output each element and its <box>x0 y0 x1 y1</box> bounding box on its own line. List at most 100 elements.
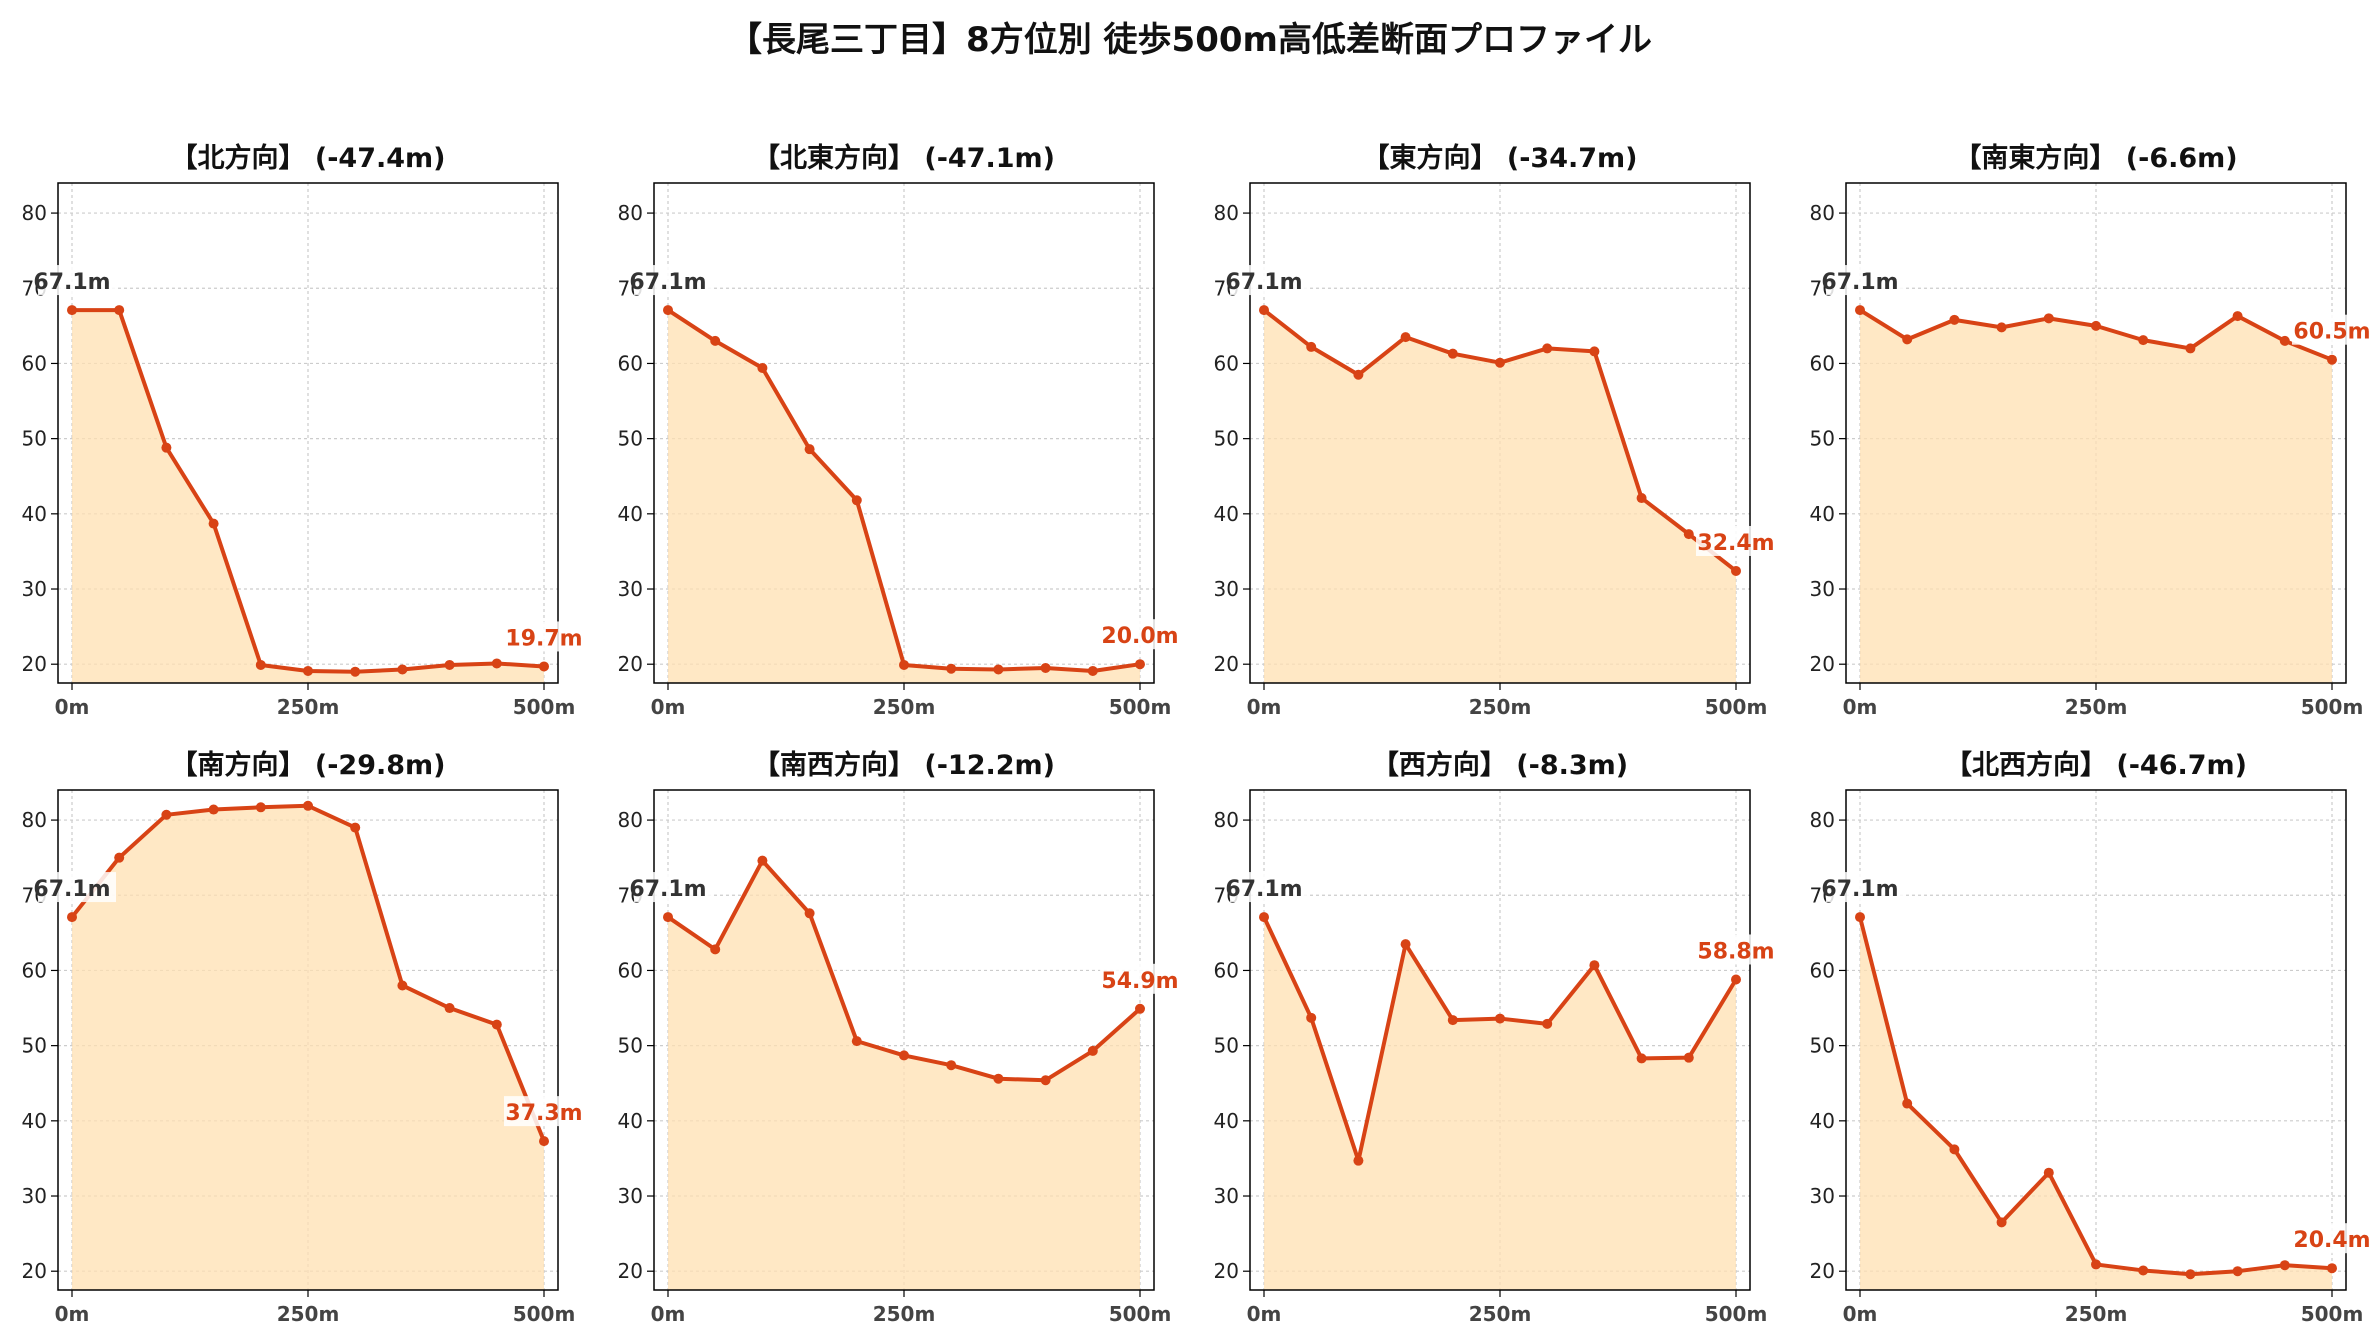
area-fill <box>72 310 544 683</box>
y-tick-label: 50 <box>618 427 643 451</box>
y-tick-label: 20 <box>22 652 47 676</box>
x-tick-label: 250m <box>277 1302 340 1326</box>
start-elevation-label: 67.1m <box>1821 877 1898 902</box>
data-point <box>710 335 721 346</box>
data-point <box>1306 341 1317 352</box>
axes-frame <box>653 789 1155 1291</box>
data-point <box>710 944 721 955</box>
y-tick-label: 40 <box>1214 502 1239 526</box>
data-point <box>1087 1045 1098 1056</box>
end-label-bg <box>504 621 584 652</box>
data-point <box>350 822 361 833</box>
start-label-bg <box>1230 872 1308 903</box>
start-elevation-label: 67.1m <box>1225 270 1302 295</box>
data-point <box>1855 305 1865 316</box>
x-tick-label: 500m <box>513 695 576 719</box>
axes-frame <box>1249 182 1751 684</box>
data-point <box>255 659 266 670</box>
area-fill <box>1264 310 1736 683</box>
data-point <box>2185 1269 2196 1280</box>
data-point <box>1259 305 1269 316</box>
start-elevation-label: 67.1m <box>629 877 706 902</box>
area-fill <box>668 310 1140 683</box>
y-tick-label: 20 <box>1214 1259 1239 1283</box>
y-tick-label: 50 <box>618 1034 643 1058</box>
data-point <box>2185 343 2196 354</box>
x-tick-label: 250m <box>873 1302 936 1326</box>
subplot-title: 【北西方向】 (-46.7m) <box>1945 749 2247 781</box>
x-tick-label: 500m <box>513 1302 576 1326</box>
start-elevation-label: 67.1m <box>33 270 110 295</box>
data-point <box>1353 369 1364 380</box>
y-tick-label: 50 <box>1810 427 1835 451</box>
data-point <box>161 442 172 453</box>
y-tick-label: 50 <box>1810 1034 1835 1058</box>
data-point <box>1259 912 1269 923</box>
y-tick-label: 40 <box>618 502 643 526</box>
end-label-bg <box>2292 314 2372 345</box>
data-point <box>1087 665 1098 676</box>
data-point <box>1135 659 1145 670</box>
data-point <box>1447 1015 1458 1026</box>
axes-frame <box>1845 789 2347 1291</box>
data-point <box>1306 1012 1317 1023</box>
data-point <box>804 444 815 455</box>
x-tick-label: 0m <box>1247 1302 1282 1326</box>
y-tick-label: 30 <box>1214 577 1239 601</box>
data-point <box>1353 1155 1364 1166</box>
y-tick-label: 80 <box>1810 201 1835 225</box>
y-tick-label: 80 <box>1810 808 1835 832</box>
data-point <box>255 802 266 813</box>
y-tick-label: 40 <box>618 1109 643 1133</box>
data-point <box>350 666 361 677</box>
y-tick-label: 20 <box>1810 652 1835 676</box>
data-point <box>1996 1217 2007 1228</box>
data-point <box>946 663 957 674</box>
data-point <box>851 1036 862 1047</box>
y-tick-label: 50 <box>22 1034 47 1058</box>
data-point <box>114 305 125 316</box>
data-point <box>946 1060 957 1071</box>
y-tick-label: 80 <box>1214 808 1239 832</box>
y-tick-label: 40 <box>22 502 47 526</box>
area-fill <box>1860 917 2332 1290</box>
data-point <box>899 659 909 670</box>
y-tick-label: 40 <box>1214 1109 1239 1133</box>
y-tick-label: 60 <box>618 351 643 375</box>
y-tick-label: 40 <box>1810 1109 1835 1133</box>
end-elevation-label: 19.7m <box>505 626 582 651</box>
x-tick-label: 250m <box>1469 1302 1532 1326</box>
y-tick-label: 80 <box>1214 201 1239 225</box>
start-elevation-label: 67.1m <box>629 270 706 295</box>
data-point <box>1400 332 1411 343</box>
x-tick-label: 0m <box>1843 695 1878 719</box>
data-point <box>1855 912 1865 923</box>
axes-frame <box>1845 182 2347 684</box>
data-point <box>2138 1265 2149 1276</box>
end-elevation-label: 37.3m <box>505 1101 582 1126</box>
x-tick-label: 0m <box>651 695 686 719</box>
data-point <box>993 1073 1004 1084</box>
data-point <box>161 809 172 820</box>
y-tick-label: 60 <box>1214 958 1239 982</box>
x-tick-label: 500m <box>2301 1302 2364 1326</box>
data-point <box>208 518 219 529</box>
data-point <box>2279 335 2290 346</box>
axes-frame <box>653 182 1155 684</box>
data-point <box>1400 939 1411 950</box>
y-tick-label: 50 <box>1214 427 1239 451</box>
data-point <box>2327 354 2337 365</box>
start-label-bg <box>634 872 712 903</box>
data-point <box>2279 1260 2290 1271</box>
data-point <box>2043 1167 2054 1178</box>
y-tick-label: 60 <box>22 351 47 375</box>
subplot-title: 【東方向】 (-34.7m) <box>1362 142 1637 174</box>
data-point <box>2091 1259 2101 1270</box>
subplot-title: 【北東方向】 (-47.1m) <box>753 142 1055 174</box>
subplot-title: 【南東方向】 (-6.6m) <box>1954 142 2237 174</box>
subplot-title: 【南西方向】 (-12.2m) <box>753 749 1055 781</box>
